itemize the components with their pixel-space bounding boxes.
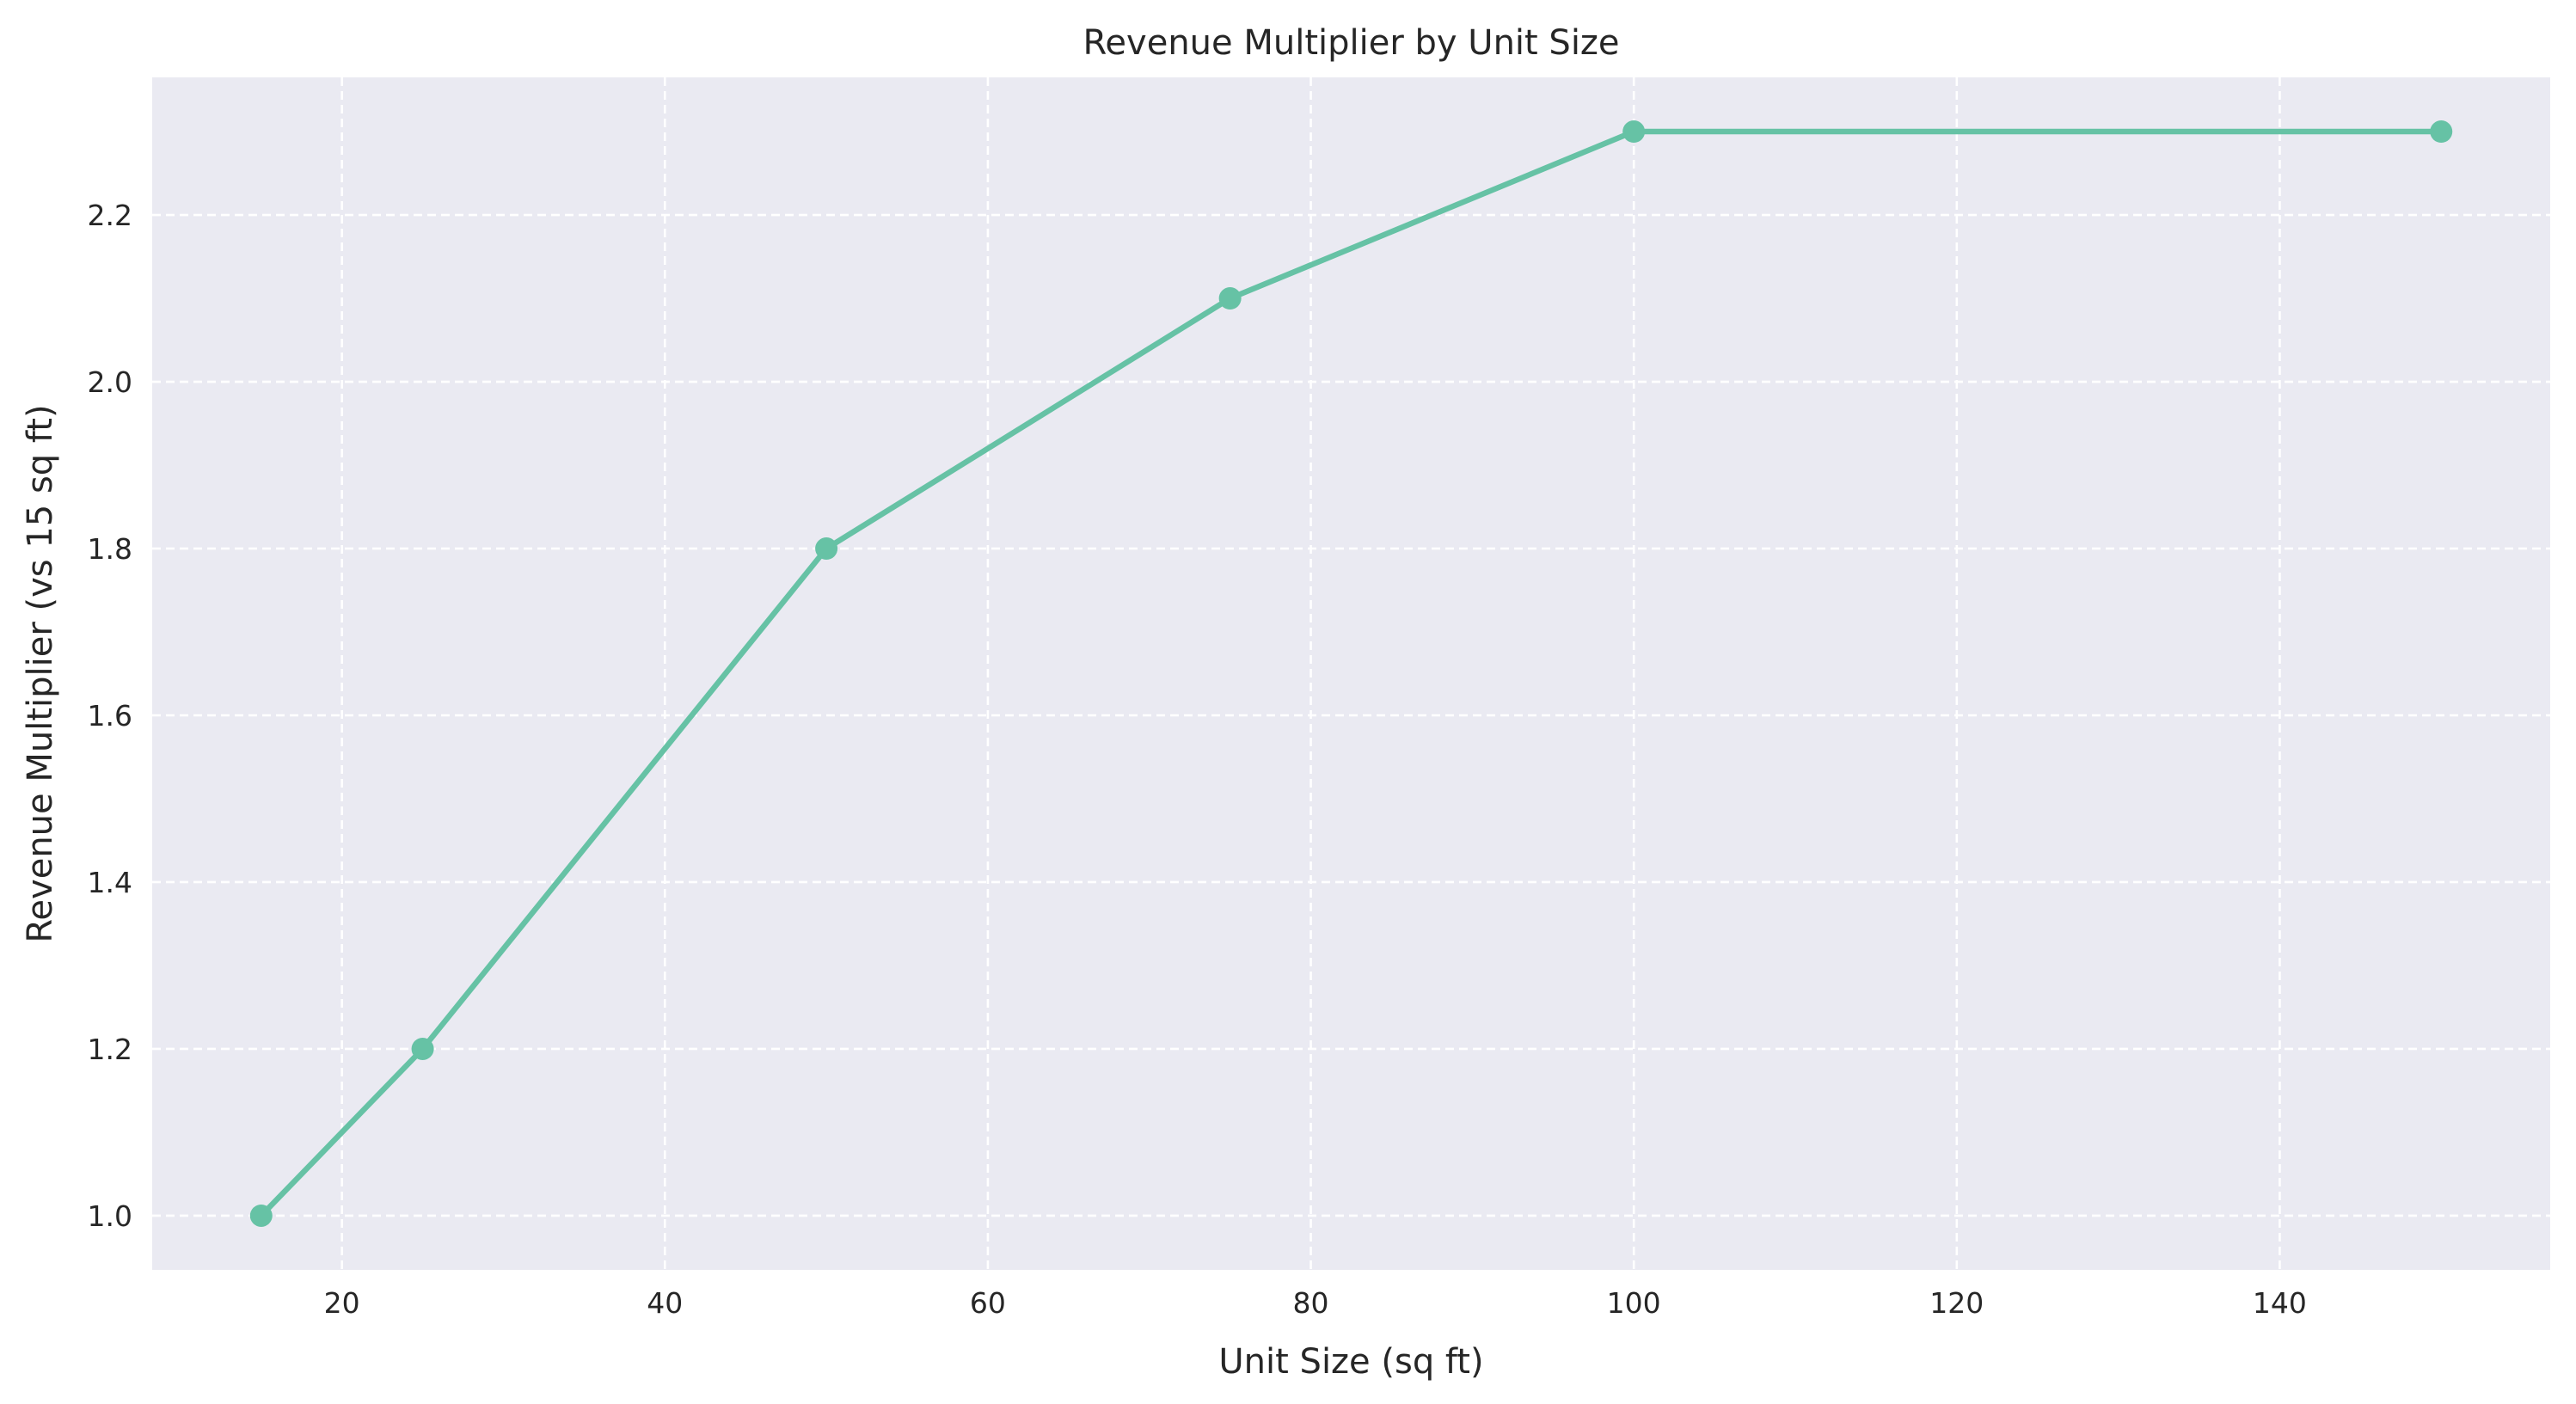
x-tick-label: 60 <box>970 1286 1006 1320</box>
y-tick-label: 1.8 <box>88 532 132 566</box>
x-tick-label: 120 <box>1929 1286 1984 1320</box>
plot-area <box>152 77 2550 1270</box>
y-tick-label: 2.0 <box>88 365 132 399</box>
x-tick-label: 40 <box>647 1286 683 1320</box>
y-axis-label: Revenue Multiplier (vs 15 sq ft) <box>21 404 60 942</box>
series-layer <box>249 120 2453 1227</box>
data-point <box>1622 120 1646 144</box>
y-tick-label: 1.4 <box>88 866 132 899</box>
data-point <box>815 537 838 561</box>
x-tick-label: 140 <box>2253 1286 2307 1320</box>
data-point <box>2430 120 2453 144</box>
x-tick-label: 20 <box>324 1286 360 1320</box>
data-point <box>411 1037 434 1060</box>
y-tick-label: 2.2 <box>88 199 132 232</box>
grid <box>152 77 2550 1270</box>
x-tick-label: 80 <box>1293 1286 1329 1320</box>
y-axis-ticks: 1.0 1.2 1.4 1.6 1.8 2.0 2.2 <box>88 199 132 1233</box>
data-point <box>249 1204 273 1227</box>
x-tick-label: 100 <box>1607 1286 1661 1320</box>
y-tick-label: 1.6 <box>88 699 132 733</box>
y-tick-label: 1.0 <box>88 1199 132 1233</box>
data-point <box>1218 287 1242 310</box>
series-line <box>258 128 2444 1219</box>
x-axis-ticks: 20 40 60 80 100 120 140 <box>324 1286 2307 1320</box>
y-tick-label: 1.2 <box>88 1033 132 1066</box>
x-axis-label: Unit Size (sq ft) <box>1218 1342 1483 1382</box>
chart-title: Revenue Multiplier by Unit Size <box>1083 23 1619 63</box>
